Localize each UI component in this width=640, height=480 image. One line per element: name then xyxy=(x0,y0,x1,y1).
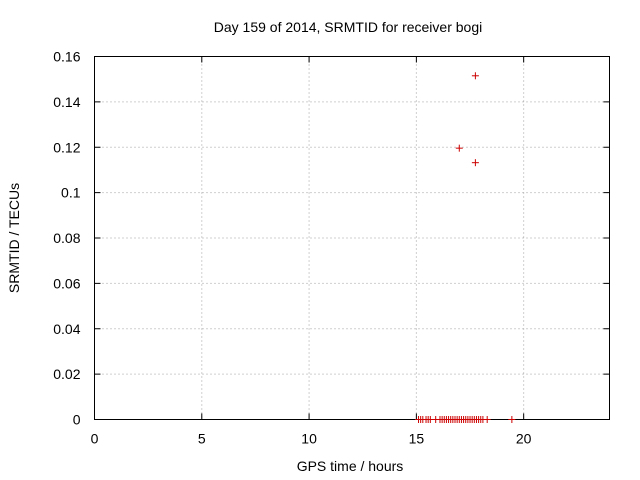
y-tick-label: 0.04 xyxy=(53,321,80,337)
x-tick-label: 5 xyxy=(198,431,206,447)
y-tick-label: 0 xyxy=(73,412,81,428)
y-tick-label: 0.14 xyxy=(53,94,80,110)
data-point xyxy=(471,159,479,167)
x-axis-label: GPS time / hours xyxy=(297,458,404,474)
data-point xyxy=(455,144,463,152)
data-point xyxy=(508,416,516,423)
y-tick-label: 0.12 xyxy=(53,139,80,155)
data-point xyxy=(483,416,491,423)
axis-ticks: 0 0.02 0.04 0.06 0.08 0.1 0.12 0.14 0.16 0 5 10 15 20 xyxy=(53,49,610,447)
grid-lines xyxy=(94,56,610,420)
plot-frame xyxy=(94,56,610,420)
x-tick-label: 20 xyxy=(516,431,532,447)
y-axis-label: SRMTID / TECUs xyxy=(6,183,22,293)
data-point xyxy=(471,72,479,80)
y-tick-label: 0.16 xyxy=(53,49,80,65)
data-points xyxy=(415,72,516,423)
y-tick-label: 0.1 xyxy=(61,185,81,201)
chart-title: Day 159 of 2014, SRMTID for receiver bog… xyxy=(214,19,482,35)
y-tick-label: 0.08 xyxy=(53,230,80,246)
x-tick-label: 0 xyxy=(91,431,99,447)
x-tick-label: 15 xyxy=(409,431,425,447)
y-tick-label: 0.02 xyxy=(53,366,80,382)
y-tick-label: 0.06 xyxy=(53,275,80,291)
x-tick-label: 10 xyxy=(301,431,317,447)
